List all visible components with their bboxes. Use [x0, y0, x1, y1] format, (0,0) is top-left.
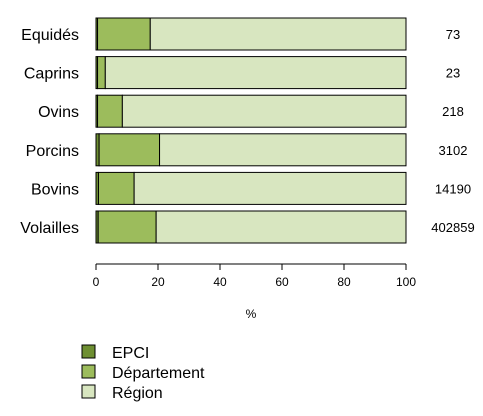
category-labels: Equidés Caprins Ovins Porcins Bovins Volaille…	[20, 27, 79, 237]
x-tick-label: 80	[337, 275, 351, 289]
x-axis-title: %	[246, 307, 257, 321]
bars-layer	[95, 17, 407, 244]
category-label: Porcins	[26, 143, 79, 160]
x-tick-label: 40	[213, 275, 227, 289]
count-label: 14190	[435, 181, 471, 196]
bar-segment-r-gion-ovins	[121, 94, 407, 128]
bar-segment-d-partement-volailles	[97, 210, 157, 244]
count-label: 3102	[439, 143, 468, 158]
category-label: Volailles	[20, 220, 79, 237]
count-label: 23	[446, 66, 460, 81]
bar-segment-r-gion-caprins	[104, 56, 407, 90]
x-tick-label: 100	[396, 275, 416, 289]
bar-segment-r-gion-equid-s	[149, 17, 407, 51]
bar-segment-d-partement-equid-s	[97, 17, 151, 51]
bar-segment-d-partement-bovins	[97, 171, 135, 205]
x-tick-label: 0	[93, 275, 100, 289]
legend-label: EPCI	[112, 345, 149, 362]
count-label: 218	[442, 104, 464, 119]
category-label: Bovins	[31, 181, 79, 198]
x-tick-label: 60	[275, 275, 289, 289]
x-tick-label: 20	[151, 275, 165, 289]
bar-segment-r-gion-bovins	[133, 171, 407, 205]
bar-segment-r-gion-porcins	[159, 133, 407, 167]
category-label: Equidés	[21, 27, 79, 44]
count-label: 402859	[431, 220, 474, 235]
legend: EPCI Département Région	[81, 344, 205, 402]
count-labels: 73 23 218 3102 14190 402859	[431, 27, 474, 235]
legend-swatch-epci	[81, 344, 96, 359]
legend-label: Région	[112, 385, 163, 402]
bar-segment-d-partement-porcins	[98, 133, 161, 167]
bar-segment-r-gion-volailles	[155, 210, 407, 244]
legend-swatch-d-partement	[81, 364, 96, 379]
category-label: Caprins	[24, 66, 79, 83]
legend-label: Département	[112, 365, 205, 382]
count-label: 73	[446, 27, 460, 42]
category-label: Ovins	[38, 104, 79, 121]
bar-segment-d-partement-caprins	[97, 56, 106, 90]
bar-segment-d-partement-ovins	[97, 94, 123, 128]
x-axis: 0 20 40 60 80 100	[93, 263, 416, 289]
legend-swatch-r-gion	[81, 384, 96, 399]
